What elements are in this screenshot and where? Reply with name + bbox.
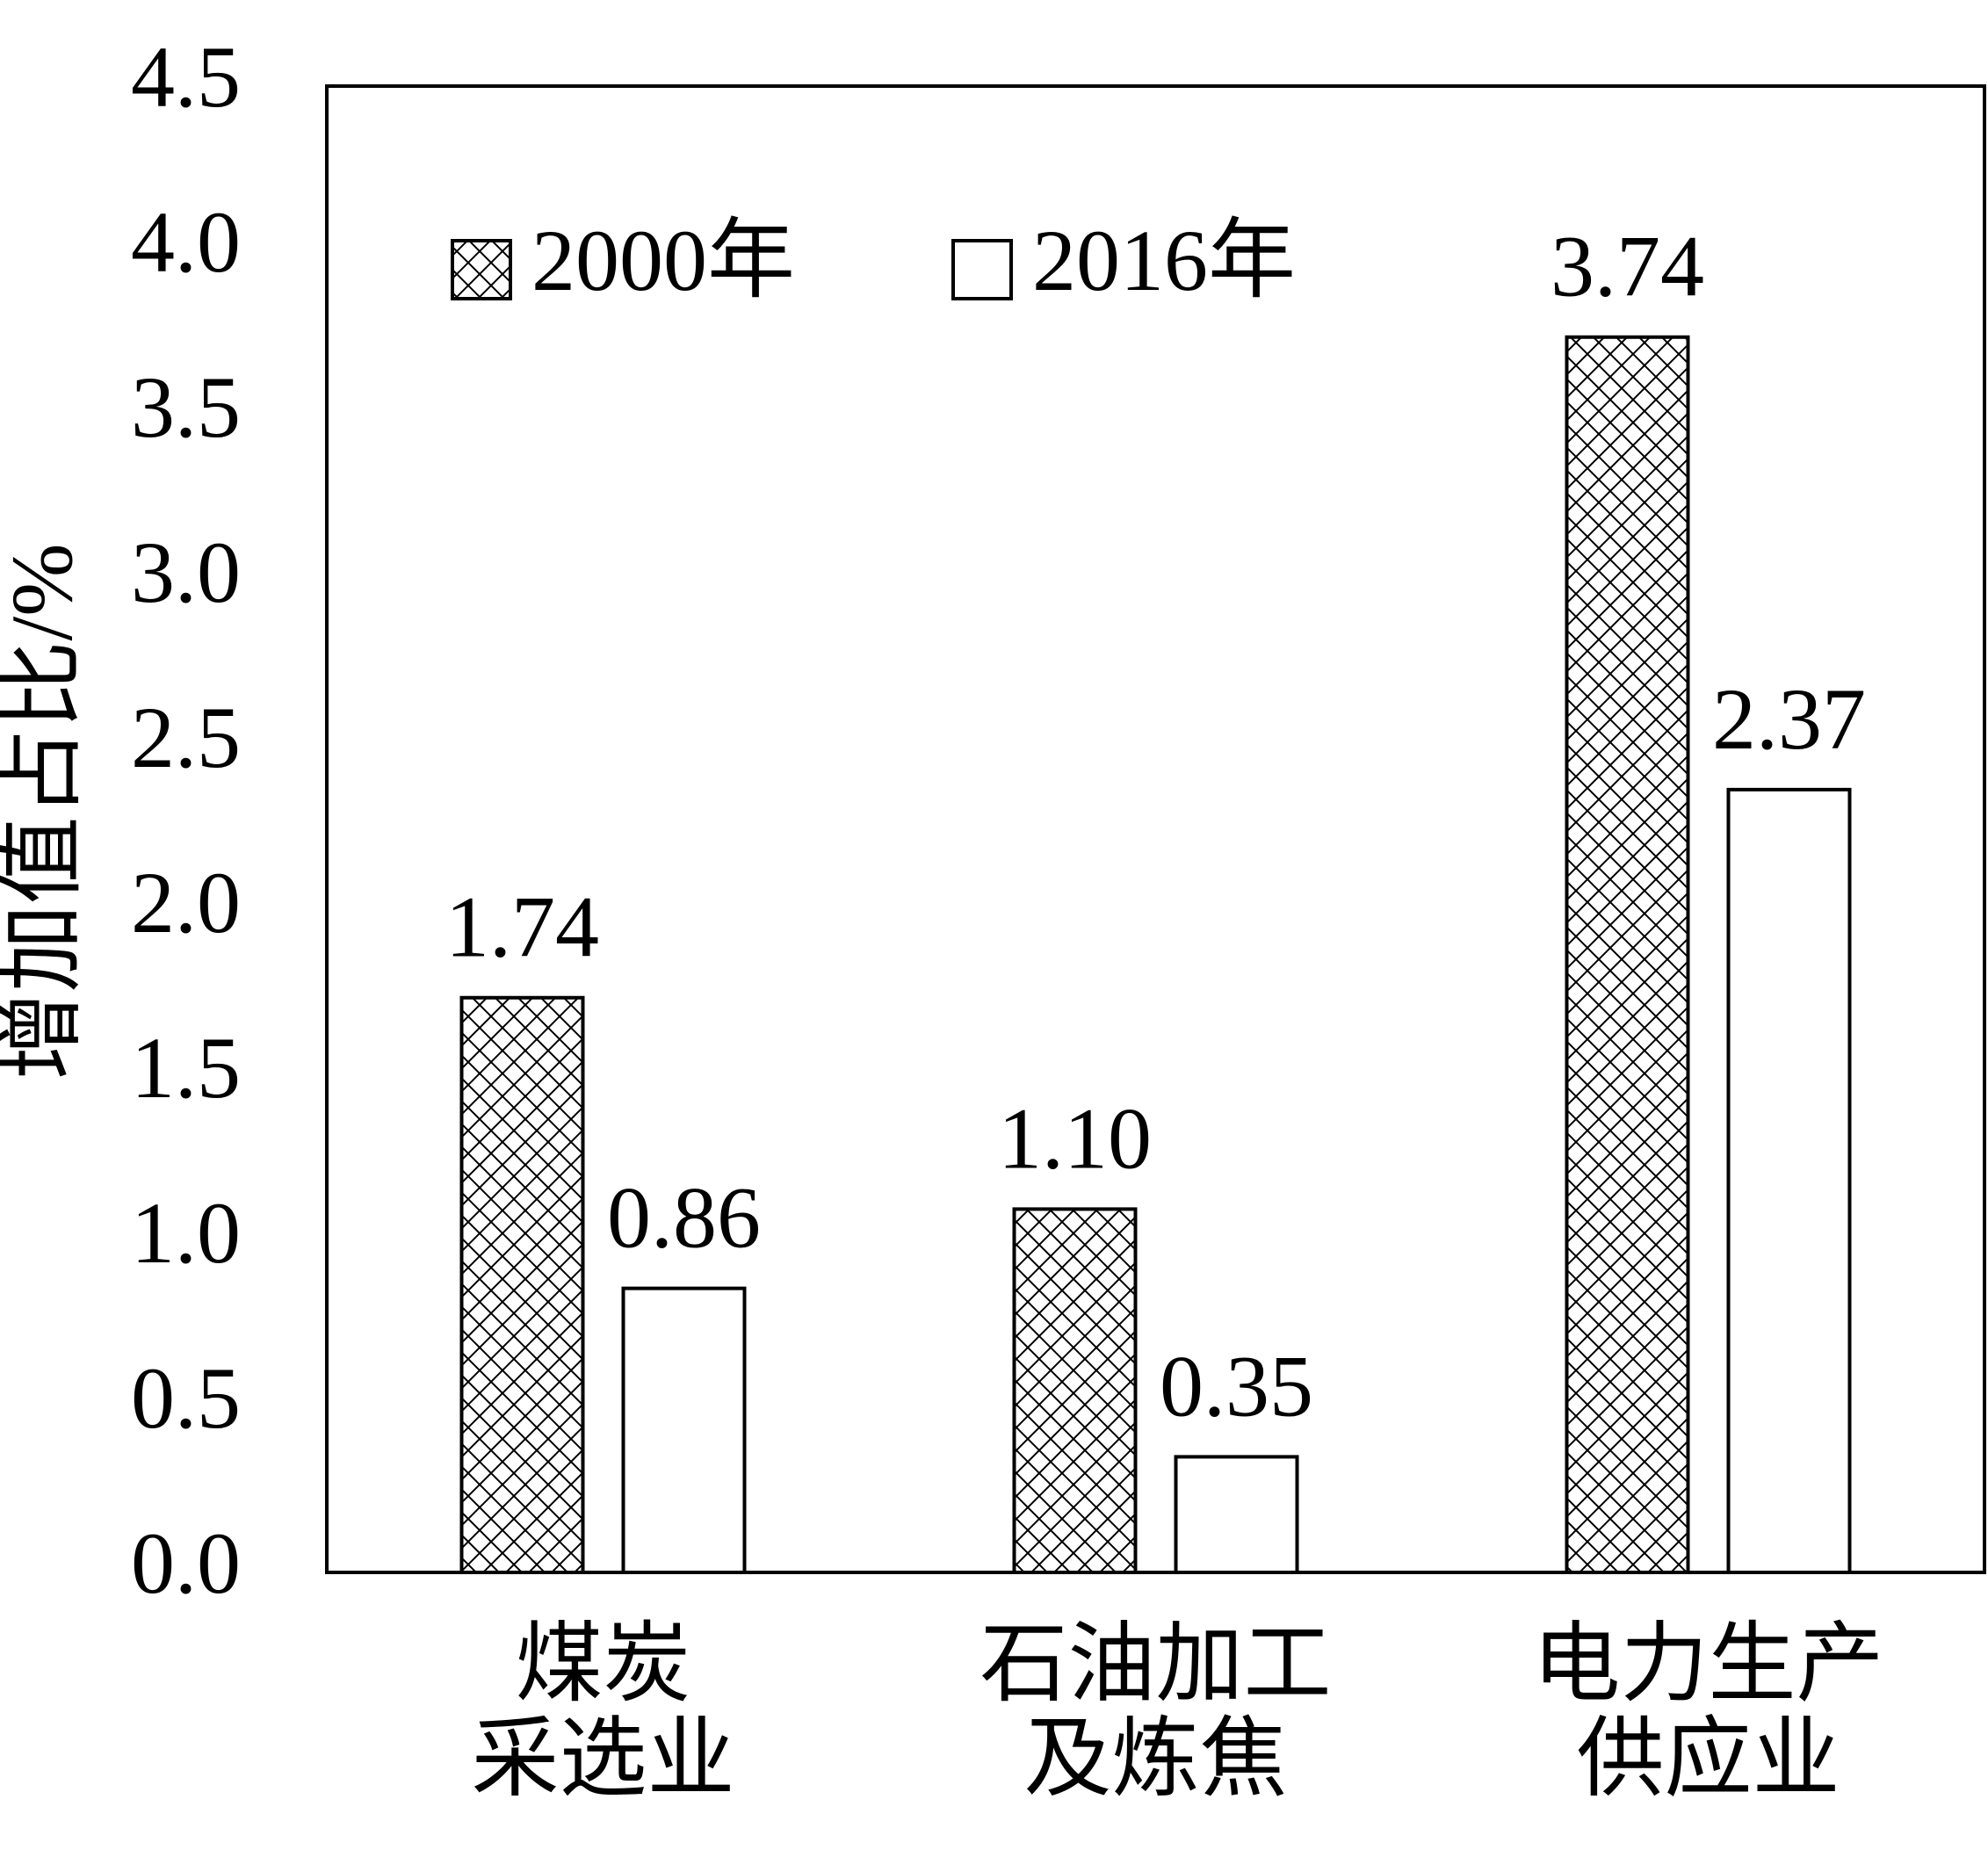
legend-label: 2016年 xyxy=(1032,212,1296,309)
plot-frame xyxy=(325,84,1986,1574)
y-tick-label: 0.0 xyxy=(131,1514,241,1612)
value-label: 0.35 xyxy=(1160,1337,1313,1434)
y-tick-label: 4.5 xyxy=(131,28,241,126)
value-label: 2.37 xyxy=(1712,670,1866,768)
x-tick-label: 电力生产 xyxy=(1533,1615,1884,1713)
x-tick-label: 采选业 xyxy=(472,1710,735,1808)
x-tick-label: 煤炭 xyxy=(516,1615,691,1713)
legend-label: 2000年 xyxy=(531,212,795,309)
x-tick-label: 石油加工 xyxy=(980,1615,1332,1713)
value-label: 1.10 xyxy=(998,1089,1152,1187)
bar xyxy=(1012,1207,1138,1575)
legend-swatch xyxy=(951,239,1013,300)
y-tick-label: 3.0 xyxy=(131,524,241,621)
y-tick-label: 0.5 xyxy=(131,1349,241,1447)
bar xyxy=(621,1286,747,1574)
legend-swatch xyxy=(451,239,512,300)
y-tick-label: 3.5 xyxy=(131,358,241,456)
x-tick-label: 及炼焦 xyxy=(1024,1710,1288,1808)
y-tick-label: 1.5 xyxy=(131,1019,241,1117)
value-label: 3.74 xyxy=(1551,218,1704,315)
y-axis-label: 增加值占比/% xyxy=(0,543,90,1080)
y-tick-label: 4.0 xyxy=(131,193,241,291)
bar xyxy=(1565,335,1690,1574)
bar xyxy=(459,995,585,1574)
bar xyxy=(1726,787,1852,1574)
y-tick-label: 1.0 xyxy=(131,1184,241,1282)
value-label: 1.74 xyxy=(445,878,599,976)
bar xyxy=(1174,1455,1299,1575)
y-tick-label: 2.0 xyxy=(131,854,241,951)
value-label: 0.86 xyxy=(607,1169,761,1267)
x-tick-label: 供应业 xyxy=(1577,1710,1840,1808)
y-tick-label: 2.5 xyxy=(131,689,241,786)
